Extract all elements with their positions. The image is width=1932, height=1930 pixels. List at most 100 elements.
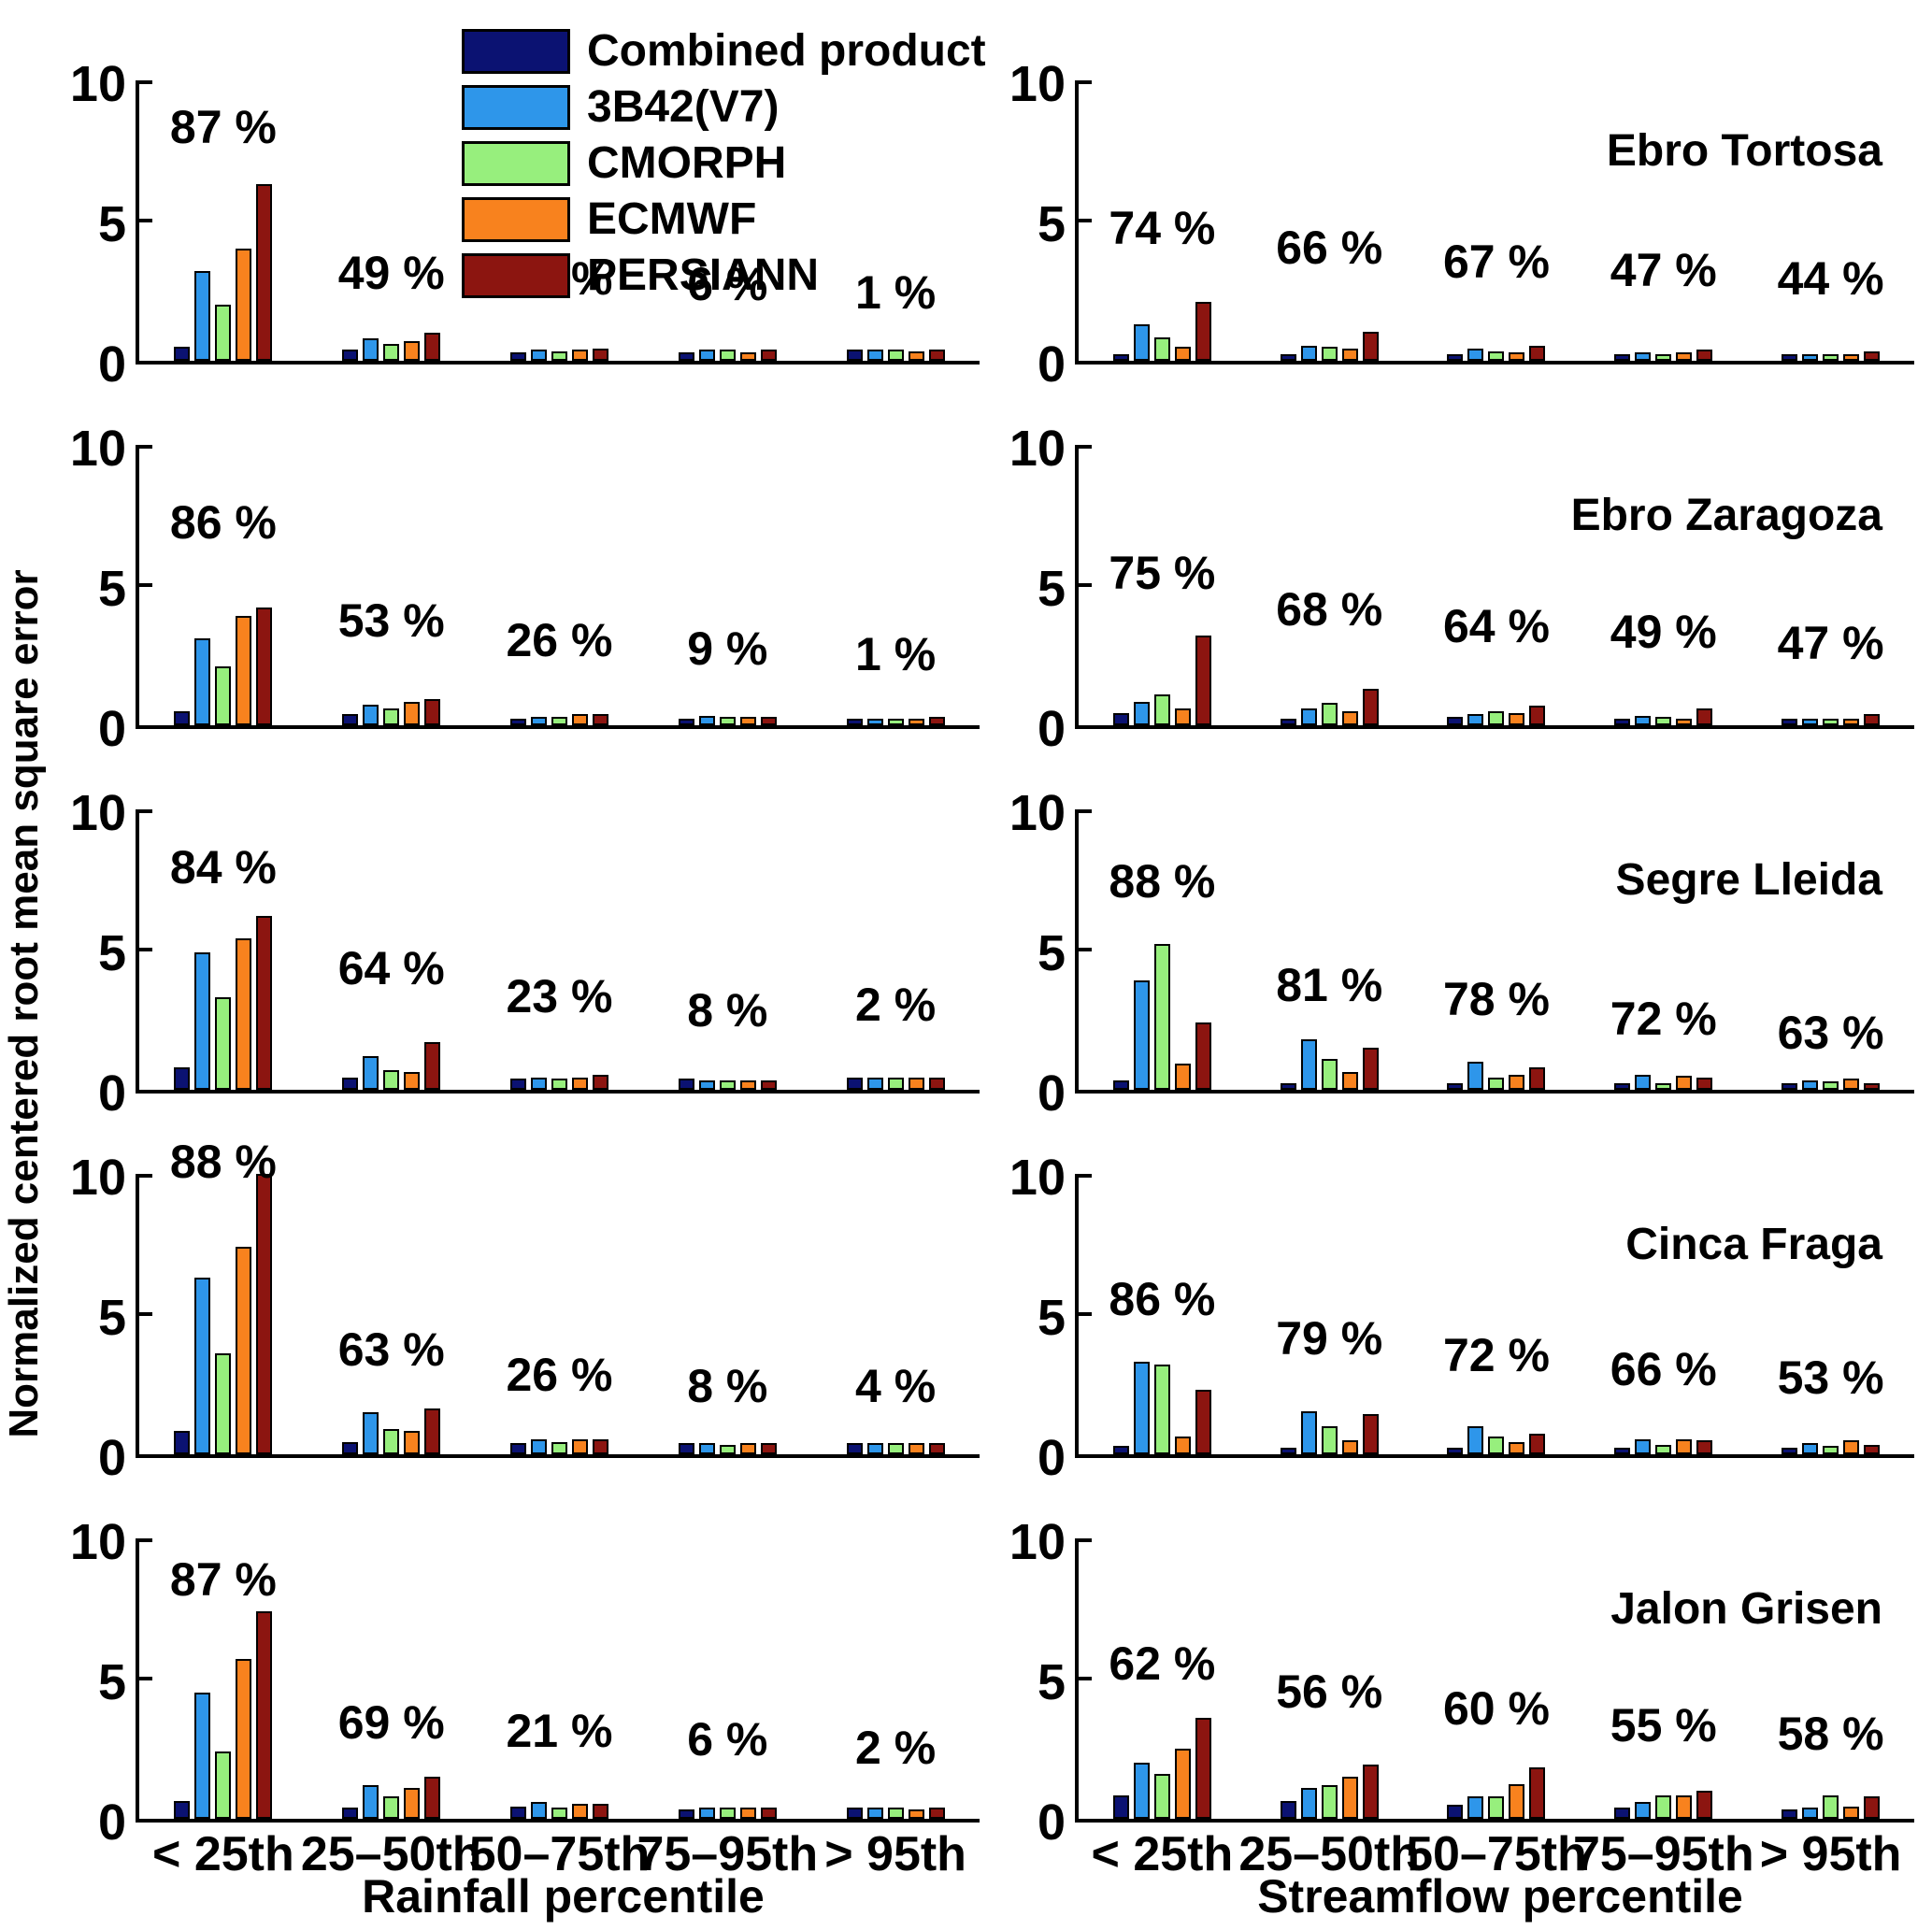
bar-ecmwf — [1341, 1071, 1358, 1090]
bar-combined-product — [1280, 719, 1296, 725]
bar-persiann — [1362, 1413, 1379, 1454]
bar-combined-product — [1447, 717, 1464, 725]
bar-combined-product — [174, 1067, 191, 1090]
bar-persiann — [928, 717, 945, 725]
bar-ecmwf — [1843, 1806, 1860, 1819]
bar-group-2550thpct: 81 % — [1253, 809, 1405, 1090]
group-percentage-label: 55 % — [1610, 1699, 1717, 1751]
bar-combined-product — [678, 352, 694, 361]
bar-cmorph — [719, 1079, 736, 1090]
bar-cmorph — [1488, 1077, 1505, 1090]
bar-group-25thpct: 86 % — [148, 445, 299, 725]
group-percentage-label: 60 % — [1443, 1682, 1550, 1735]
subplot-jalon-grisen-streamflow: 10 5 0 Jalon Grisen 62 % < 25th 56 % 25–50th 6… — [991, 1458, 1925, 1879]
bar-cmorph — [215, 666, 232, 725]
group-percentage-label: 1 % — [854, 266, 937, 319]
x-tick-label: 50–75th — [1406, 1827, 1587, 1881]
bar-combined-product — [342, 1441, 359, 1454]
bar-cmorph — [719, 717, 736, 725]
bar-3b42-v7- — [530, 1438, 547, 1454]
subplot-jalon-grisen-rainfall: 10 5 0 87 % < 25th 69 % 25–50th 21 % 50–75th 6 %… — [51, 1458, 991, 1879]
legend-label: PERSIANN — [587, 250, 820, 300]
bar-combined-product — [342, 714, 359, 725]
panel-title: Ebro Tortosa — [1606, 126, 1882, 176]
bar-persiann — [1195, 636, 1211, 725]
bar-persiann — [592, 1803, 608, 1819]
group-percentage-label: 6 % — [687, 258, 768, 310]
bar-cmorph — [1655, 1082, 1672, 1090]
bar-ecmwf — [739, 352, 756, 361]
bar-group-7595thpct: 55 % 75–95th — [1573, 1538, 1754, 1879]
group-percentage-label: 63 % — [337, 1323, 445, 1376]
bar-ecmwf — [404, 1788, 421, 1819]
group-percentage-label: 64 % — [337, 942, 445, 994]
bar-persiann — [1195, 1718, 1211, 1819]
y-axis-ticks: 10 5 0 — [51, 0, 126, 390]
group-percentage-label: 64 % — [1443, 600, 1550, 652]
bar-persiann — [1362, 331, 1379, 361]
bar-ecmwf — [1509, 1441, 1525, 1454]
bar-persiann — [760, 717, 777, 725]
bar-3b42-v7- — [1635, 352, 1652, 361]
y-tick-label-5: 5 — [1037, 925, 1066, 981]
y-tick-label-10: 10 — [1009, 785, 1066, 841]
bar-group-25thpct: 87 % < 25th — [148, 1538, 299, 1879]
bar-persiann — [424, 698, 441, 725]
bar-cmorph — [1488, 1436, 1505, 1454]
bar-3b42-v7- — [363, 338, 379, 361]
legend-entry-cmorph: CMORPH — [462, 141, 986, 186]
group-percentage-label: 68 % — [1276, 583, 1383, 636]
bar-group-95thpct: 44 % — [1755, 80, 1907, 361]
subplot-ebro-tortosa-rainfall: 10 5 0 Combined product 3B42(V7) — [51, 0, 991, 391]
bar-combined-product — [174, 1430, 191, 1454]
bar-combined-product — [1280, 1800, 1296, 1819]
bar-3b42-v7- — [866, 1077, 883, 1090]
group-percentage-label: 74 % — [1109, 202, 1216, 254]
bar-3b42-v7- — [698, 1808, 715, 1819]
bar-combined-product — [1112, 1794, 1129, 1819]
bar-persiann — [256, 916, 273, 1090]
bar-3b42-v7- — [698, 1443, 715, 1454]
bar-group-2550thpct: 53 % — [316, 445, 467, 725]
bar-persiann — [256, 184, 273, 361]
bar-ecmwf — [1843, 353, 1860, 361]
bar-persiann — [760, 1443, 777, 1454]
y-tick-label-0: 0 — [1037, 1794, 1066, 1851]
bar-combined-product — [1447, 1447, 1464, 1454]
bar-3b42-v7- — [1635, 715, 1652, 725]
bar-combined-product — [1614, 1083, 1631, 1090]
bar-ecmwf — [739, 1808, 756, 1819]
bar-group-7595thpct: 72 % — [1588, 809, 1739, 1090]
bar-cmorph — [1153, 1365, 1170, 1454]
group-percentage-label: 66 % — [1610, 1343, 1717, 1395]
legend: Combined product 3B42(V7) CMORPH EC — [462, 29, 986, 298]
bar-ecmwf — [1676, 352, 1693, 361]
y-tick-mark-10 — [139, 809, 152, 813]
y-tick-label-5: 5 — [1037, 1290, 1066, 1346]
bar-persiann — [592, 1438, 608, 1454]
bar-ecmwf — [1676, 1076, 1693, 1090]
bar-group-2550thpct: 68 % — [1253, 445, 1405, 725]
bar-persiann — [760, 1079, 777, 1090]
bar-ecmwf — [908, 350, 924, 361]
bar-ecmwf — [1509, 712, 1525, 725]
bar-group-7595thpct: 6 % — [651, 80, 803, 361]
bar-persiann — [928, 1077, 945, 1090]
bar-ecmwf — [908, 1077, 924, 1090]
y-axis-ticks: 10 5 0 — [991, 729, 1066, 1119]
bar-group-7595thpct: 66 % — [1588, 1174, 1739, 1454]
bar-group-25thpct: 88 % — [1086, 809, 1238, 1090]
bar-3b42-v7- — [698, 1079, 715, 1090]
bar-3b42-v7- — [1300, 708, 1317, 725]
y-tick-label-5: 5 — [1037, 561, 1066, 617]
group-percentage-label: 69 % — [337, 1696, 445, 1749]
plot-area: 84 % 64 % 23 % 8 % 2 % — [136, 809, 980, 1094]
y-tick-mark-10 — [139, 1174, 152, 1178]
bar-3b42-v7- — [194, 952, 211, 1090]
bar-group-5075thpct: 23 % — [483, 809, 635, 1090]
bar-combined-product — [1112, 1079, 1129, 1090]
x-tick-label: 75–95th — [1572, 1827, 1754, 1881]
y-axis-ticks: 10 5 0 — [51, 365, 126, 754]
bar-cmorph — [1321, 1785, 1338, 1819]
x-axis-title-rainfall: Rainfall percentile — [362, 1870, 765, 1923]
